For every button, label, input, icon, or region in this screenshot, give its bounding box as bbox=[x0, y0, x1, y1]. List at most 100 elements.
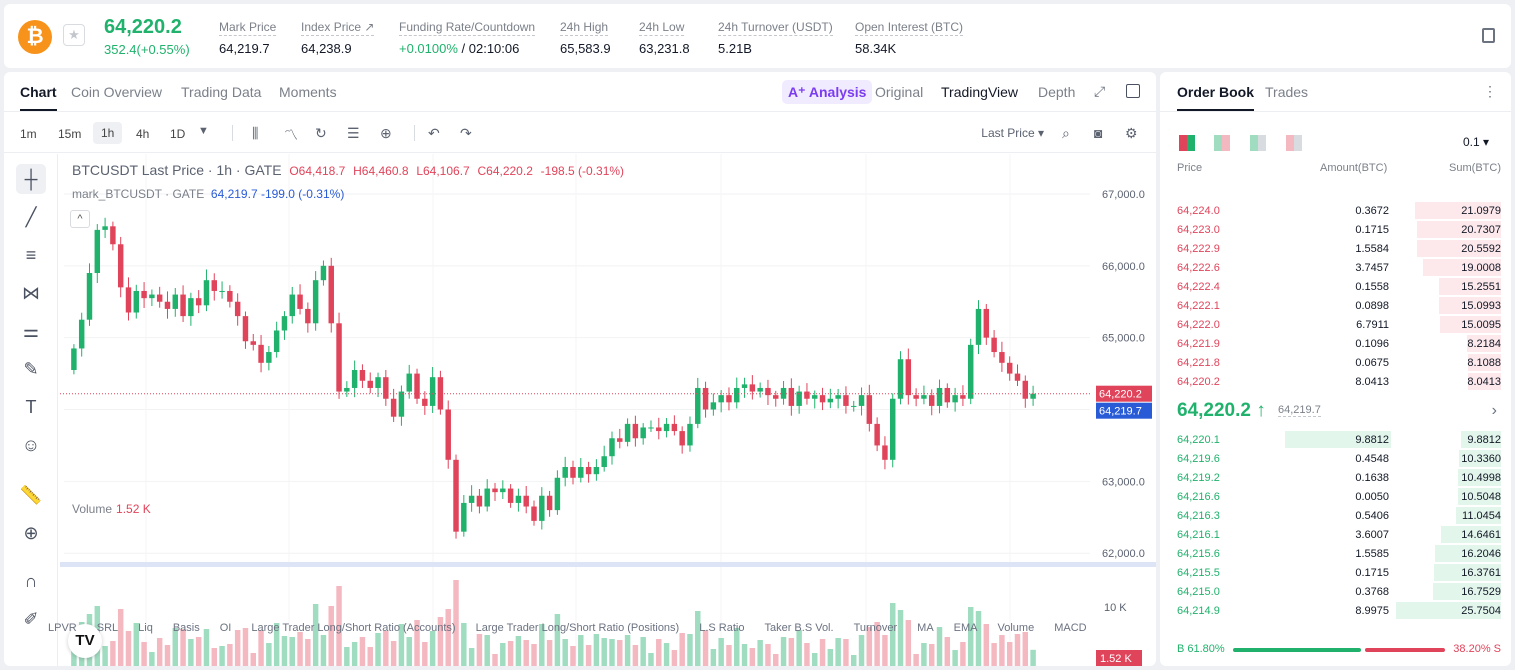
tab-trades[interactable]: Trades bbox=[1265, 84, 1309, 100]
magnet-icon[interactable]: ∩ bbox=[24, 571, 38, 591]
tf-1h[interactable]: 1h bbox=[93, 122, 123, 144]
indicator-item[interactable]: Volume bbox=[997, 622, 1035, 634]
price-chart[interactable]: 67,000.066,000.065,000.064,000.063,000.0… bbox=[60, 154, 1156, 666]
bid-row[interactable]: 64,216.6 0.0050 10.5048 bbox=[1160, 487, 1511, 506]
ask-row[interactable]: 64,222.0 6.7911 15.0095 bbox=[1160, 315, 1511, 334]
fib-icon[interactable]: ⚌ bbox=[22, 321, 40, 341]
collapse-legend-button[interactable]: ^ bbox=[70, 210, 90, 228]
trendline-icon[interactable]: ╱ bbox=[25, 207, 37, 227]
indicator-item[interactable]: Basis bbox=[172, 622, 200, 634]
bid-row[interactable]: 64,220.1 9.8812 9.8812 bbox=[1160, 430, 1511, 449]
row-amount: 0.1715 bbox=[1355, 224, 1389, 236]
refresh-icon[interactable]: ↻ bbox=[315, 125, 327, 141]
emoji-icon[interactable]: ☺ bbox=[21, 435, 41, 455]
row-amount: 0.0898 bbox=[1355, 300, 1389, 312]
indicator-item[interactable]: L.S Ratio bbox=[699, 622, 745, 634]
indicator-item[interactable]: Turnover bbox=[853, 622, 898, 634]
more-icon[interactable]: ⋮ bbox=[1483, 83, 1497, 99]
indicator-item[interactable]: SRL bbox=[96, 622, 119, 634]
view-original[interactable]: Original bbox=[875, 84, 924, 100]
view-both-icon[interactable] bbox=[1179, 135, 1195, 151]
indicator-item[interactable]: OI bbox=[219, 622, 232, 634]
tab-order-book[interactable]: Order Book bbox=[1177, 84, 1255, 111]
tf-4h[interactable]: 4h bbox=[136, 127, 150, 141]
ask-row[interactable]: 64,222.9 1.5584 20.5592 bbox=[1160, 239, 1511, 258]
pane-separator bbox=[60, 562, 1156, 567]
precision-select[interactable]: 0.1 ▾ bbox=[1462, 135, 1489, 149]
view-split-icon[interactable] bbox=[1214, 135, 1230, 151]
stat-mark-price[interactable]: Mark Price 64,219.7 bbox=[219, 18, 277, 56]
tab-coin-overview[interactable]: Coin Overview bbox=[71, 84, 163, 100]
camera-icon[interactable]: ◙ bbox=[1094, 125, 1103, 141]
drawing-toolbar: ┼ ╱ ≡ ⋈ ⚌ ✎ T ☺ 📏 ⊕ ∩ ✐ bbox=[4, 154, 58, 666]
candlestick-chart[interactable]: 67,000.066,000.065,000.064,000.063,000.0… bbox=[60, 154, 1156, 666]
bid-row[interactable]: 64,219.2 0.1638 10.4998 bbox=[1160, 468, 1511, 487]
ask-row[interactable]: 64,220.2 8.0413 8.0413 bbox=[1160, 372, 1511, 391]
crosshair-icon[interactable]: ┼ bbox=[16, 164, 46, 194]
expand-icon[interactable]: ⤢ bbox=[1094, 83, 1106, 99]
redo-icon[interactable]: ↷ bbox=[460, 125, 472, 141]
candle bbox=[141, 290, 147, 299]
tab-chart[interactable]: Chart bbox=[20, 84, 57, 111]
indicator-item[interactable]: MACD bbox=[1054, 622, 1087, 634]
add-indicator-icon[interactable]: ⊕ bbox=[380, 125, 392, 141]
bid-row[interactable]: 64,215.6 1.5585 16.2046 bbox=[1160, 544, 1511, 563]
bid-row[interactable]: 64,215.0 0.3768 16.7529 bbox=[1160, 582, 1511, 601]
ask-row[interactable]: 64,222.1 0.0898 15.0993 bbox=[1160, 296, 1511, 315]
bid-row[interactable]: 64,216.3 0.5406 11.0454 bbox=[1160, 506, 1511, 525]
zoom-in-icon[interactable]: ⊕ bbox=[23, 523, 39, 543]
ask-row[interactable]: 64,223.0 0.1715 20.7307 bbox=[1160, 220, 1511, 239]
ask-row[interactable]: 64,221.9 0.1096 8.2184 bbox=[1160, 334, 1511, 353]
indicators-icon[interactable]: 〽 bbox=[284, 127, 298, 143]
bid-row[interactable]: 64,219.6 0.4548 10.3360 bbox=[1160, 449, 1511, 468]
pattern-icon[interactable]: ⋈ bbox=[22, 283, 40, 303]
volume-bar bbox=[780, 637, 787, 666]
horizontal-lines-icon[interactable]: ≡ bbox=[25, 245, 37, 265]
tf-15m[interactable]: 15m bbox=[58, 127, 82, 141]
bid-row[interactable]: 64,215.5 0.1715 16.3761 bbox=[1160, 563, 1511, 582]
indicator-item[interactable]: Large Trader Long/Short Ratio (Accounts) bbox=[251, 622, 456, 634]
chevron-down-icon[interactable]: ▼ bbox=[198, 125, 209, 137]
row-amount: 3.7457 bbox=[1355, 262, 1389, 274]
brush-icon[interactable]: ✎ bbox=[23, 359, 39, 379]
candle-type-icon[interactable]: ⫼ bbox=[252, 125, 259, 141]
text-icon[interactable]: T bbox=[25, 397, 37, 417]
volume-bar bbox=[375, 633, 381, 666]
view-bids-icon[interactable] bbox=[1250, 135, 1266, 151]
bid-row[interactable]: 64,214.9 8.9975 25.7504 bbox=[1160, 601, 1511, 620]
indicator-item[interactable]: Large Trader Long/Short Ratio (Positions… bbox=[475, 622, 680, 634]
ask-row[interactable]: 64,224.0 0.3672 21.0979 bbox=[1160, 201, 1511, 220]
pencil-lock-icon[interactable]: ✐ bbox=[23, 609, 39, 629]
tab-trading-data[interactable]: Trading Data bbox=[181, 84, 262, 100]
indicator-item[interactable]: Taker B.S Vol. bbox=[764, 622, 834, 634]
view-depth[interactable]: Depth bbox=[1038, 84, 1076, 100]
ask-row[interactable]: 64,222.4 0.1558 15.2551 bbox=[1160, 277, 1511, 296]
ai-analysis-button[interactable]: A⁺ Analysis bbox=[782, 80, 873, 104]
view-asks-icon[interactable] bbox=[1286, 135, 1302, 151]
undo-icon[interactable]: ↶ bbox=[428, 125, 440, 141]
indicator-item[interactable]: MA bbox=[917, 622, 934, 634]
tradingview-logo[interactable]: TV bbox=[68, 624, 102, 658]
star-icon[interactable]: ★ bbox=[63, 24, 85, 46]
tf-1d[interactable]: 1D bbox=[170, 127, 186, 141]
window-icon[interactable] bbox=[1126, 84, 1140, 98]
price-type-select[interactable]: Last Price ▾ bbox=[981, 126, 1044, 140]
indicator-item[interactable]: Liq bbox=[138, 622, 153, 634]
stat-funding-rate[interactable]: Funding Rate/Countdown +0.0100% / 02:10:… bbox=[399, 18, 536, 56]
tf-1m[interactable]: 1m bbox=[20, 127, 37, 141]
ask-row[interactable]: 64,222.6 3.7457 19.0008 bbox=[1160, 258, 1511, 277]
indicator-item[interactable]: LPVR bbox=[48, 622, 77, 634]
gear-icon[interactable]: ⚙ bbox=[1125, 125, 1138, 141]
book-icon[interactable] bbox=[1482, 28, 1495, 43]
bid-row[interactable]: 64,216.1 3.6007 14.6461 bbox=[1160, 525, 1511, 544]
ruler-icon[interactable]: 📏 bbox=[19, 485, 43, 505]
ask-row[interactable]: 64,221.8 0.0675 8.1088 bbox=[1160, 353, 1511, 372]
view-tradingview[interactable]: TradingView bbox=[941, 84, 1019, 100]
tab-moments[interactable]: Moments bbox=[279, 84, 337, 100]
indicator-item[interactable]: EMA bbox=[953, 622, 978, 634]
row-sum: 8.1088 bbox=[1467, 357, 1501, 369]
list-icon[interactable]: ☰ bbox=[347, 125, 360, 141]
search-icon[interactable]: ⌕ bbox=[1062, 125, 1070, 141]
chevron-right-icon[interactable]: › bbox=[1491, 402, 1497, 419]
stat-index-price[interactable]: Index Price ↗ 64,238.9 bbox=[301, 18, 375, 56]
